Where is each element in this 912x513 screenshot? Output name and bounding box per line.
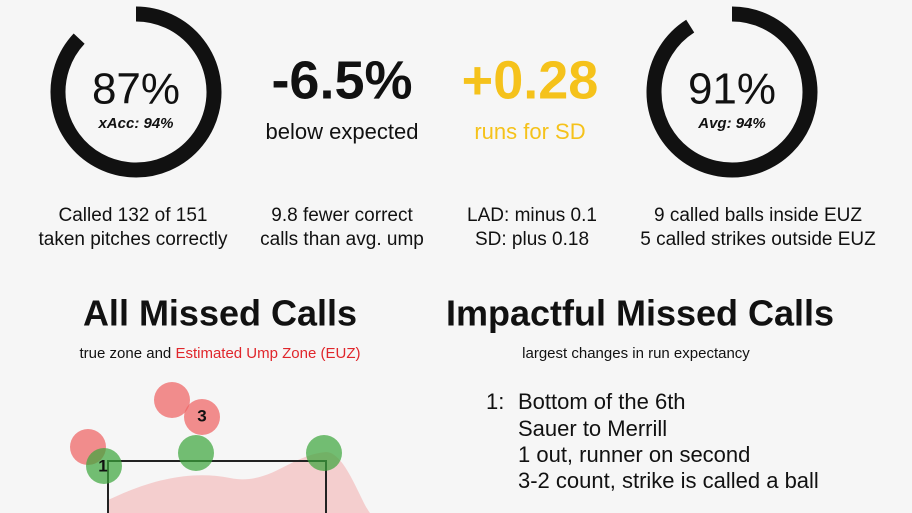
subtitle-highlight: Estimated Ump Zone (EUZ) <box>175 345 360 362</box>
stat-value: -6.5% <box>271 50 412 110</box>
missed-strike <box>178 435 214 471</box>
missed-ball <box>184 399 220 435</box>
note: LAD: minus 0.1 <box>467 205 597 226</box>
note: taken pitches correctly <box>38 229 228 250</box>
note: SD: plus 0.18 <box>475 229 589 250</box>
note: 9.8 fewer correct <box>271 205 413 226</box>
item-number: 1: <box>486 389 504 414</box>
gauge-sub: xAcc: 94% <box>97 115 173 132</box>
item-line: 1 out, runner on second <box>518 442 750 467</box>
note: calls than avg. ump <box>260 229 424 250</box>
missed-strike <box>306 435 342 471</box>
missed-strike <box>86 448 122 484</box>
stat-caption: runs for SD <box>474 119 585 144</box>
stat-caption: below expected <box>266 119 419 144</box>
gauge-value: 87% <box>92 65 180 114</box>
section-subtitle: largest changes in run expectancy <box>522 345 750 362</box>
gauge-sub: Avg: 94% <box>697 115 766 132</box>
gauge-arc <box>646 6 818 178</box>
section-subtitle: true zone and Estimated Ump Zone (EUZ) <box>80 345 361 362</box>
item-line: Bottom of the 6th <box>518 389 686 414</box>
missed-ball <box>154 382 190 418</box>
note: Called 132 of 151 <box>59 205 208 226</box>
marker-label: 3 <box>197 406 206 425</box>
gauge-arc <box>50 6 222 178</box>
note: 9 called balls inside EUZ <box>654 205 862 226</box>
subtitle-text: true zone and <box>80 345 172 362</box>
section-title: Impactful Missed Calls <box>446 293 834 334</box>
stat-value: +0.28 <box>462 50 599 110</box>
item-line: 3-2 count, strike is called a ball <box>518 468 819 493</box>
gauge-value: 91% <box>688 65 776 114</box>
strike-zone <box>107 460 327 513</box>
euz-area <box>108 452 370 513</box>
section-title: All Missed Calls <box>83 293 357 334</box>
item-line: Sauer to Merrill <box>518 416 667 441</box>
note: 5 called strikes outside EUZ <box>640 229 876 250</box>
marker-label: 1 <box>98 456 107 475</box>
